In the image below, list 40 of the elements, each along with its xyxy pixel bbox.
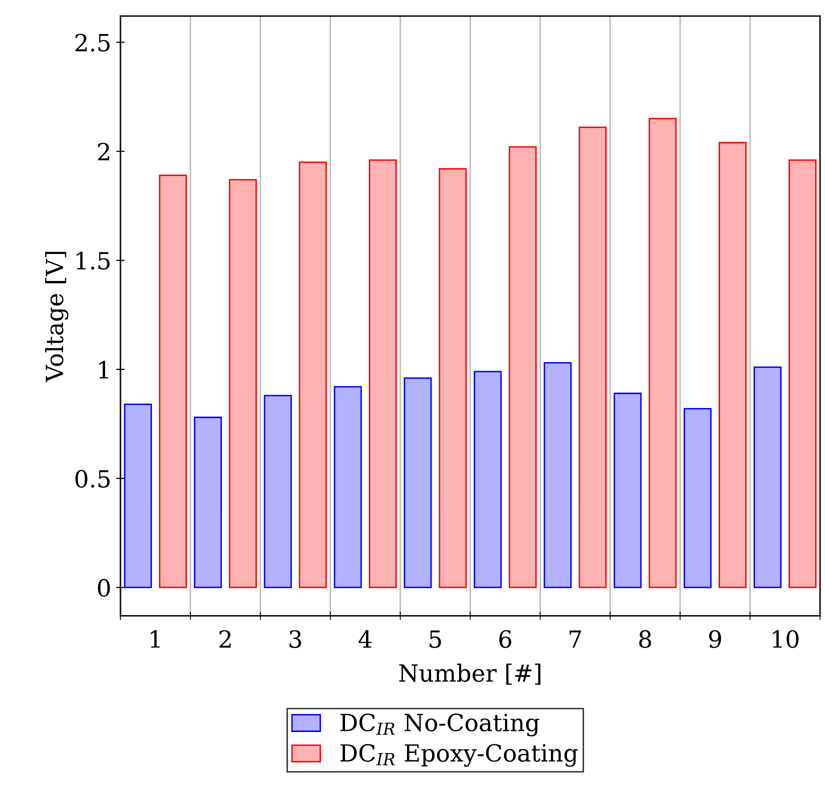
legend-label: DC$_{IR}$ No-Coating <box>340 714 540 736</box>
bar <box>264 394 292 588</box>
bar <box>544 362 572 588</box>
x-tick-label: 2 <box>219 630 231 648</box>
x-tick-label: 10 <box>772 630 799 648</box>
bar <box>438 168 467 588</box>
bar <box>158 174 187 588</box>
bar <box>474 370 502 588</box>
x-tick-label: 9 <box>709 630 722 648</box>
y-tick-label: 1.5 <box>76 252 110 270</box>
bar <box>578 126 607 588</box>
y-axis-title: Voltage [V] <box>45 252 68 382</box>
x-axis-title: Number [#] <box>399 664 540 685</box>
bar <box>788 159 817 588</box>
y-tick-label: 0 <box>98 578 110 597</box>
x-tick-label: 3 <box>290 630 302 648</box>
bar <box>194 416 222 588</box>
y-tick-label: 2 <box>98 142 110 160</box>
bar <box>124 404 152 588</box>
x-tick-label: 6 <box>499 630 512 648</box>
bar <box>334 386 362 588</box>
bar <box>718 142 747 588</box>
y-tick-label: 1 <box>99 360 108 378</box>
x-tick-label: 4 <box>358 630 372 648</box>
x-tick-label: 5 <box>430 630 441 648</box>
bar <box>614 392 642 588</box>
bar <box>298 162 327 588</box>
y-tick-label: 2.5 <box>75 34 110 52</box>
bar <box>508 146 537 588</box>
bar <box>684 408 712 588</box>
x-tick-label: 1 <box>150 630 160 648</box>
x-tick-label: 8 <box>639 630 652 648</box>
bar <box>648 118 677 588</box>
legend-label: DC$_{IR}$ Epoxy-Coating <box>340 744 578 767</box>
bar <box>404 377 432 588</box>
x-tick-label: 7 <box>570 630 581 648</box>
bar <box>754 366 782 588</box>
bar <box>368 159 397 588</box>
y-tick-label: 0.5 <box>75 470 110 488</box>
bar <box>228 178 257 588</box>
